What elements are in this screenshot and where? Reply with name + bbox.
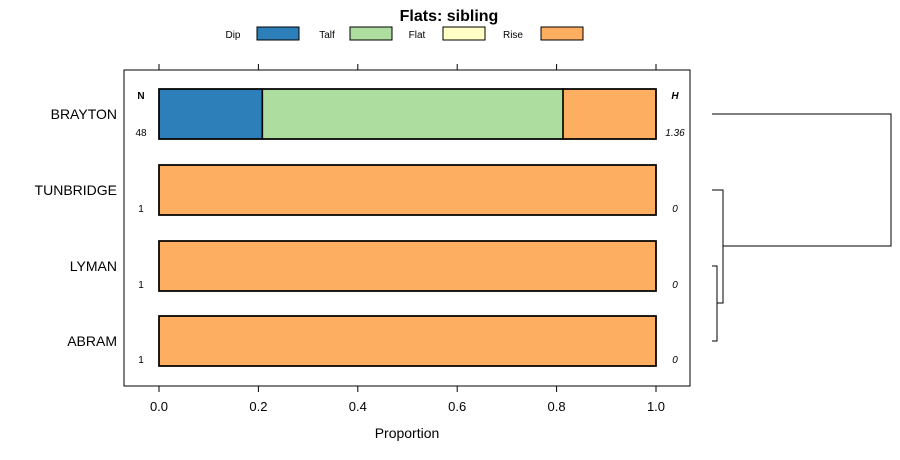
n-value-brayton: 48 <box>135 128 147 139</box>
n-value-lyman: 1 <box>138 280 144 291</box>
x-tick-label: 0.6 <box>448 399 466 414</box>
x-axis: 0.0 0.2 0.4 0.6 0.8 1.0 <box>150 64 665 414</box>
legend-label-flat: Flat <box>409 30 426 41</box>
h-header: H <box>671 91 679 102</box>
bar-segment-tunbridge-rise <box>158 164 657 216</box>
bar-outline-tunbridge <box>158 164 657 216</box>
n-value-abram: 1 <box>138 355 144 366</box>
x-tick-label: 0.8 <box>548 399 566 414</box>
bar-segment-brayton-dip <box>158 88 264 140</box>
plot-frame <box>123 69 691 387</box>
dendrogram <box>712 113 892 342</box>
category-label-abram: ABRAM <box>67 333 117 349</box>
h-value-tunbridge: 0 <box>672 204 678 215</box>
dendrogram-branch-abram-lyman <box>712 265 718 342</box>
category-label-lyman: LYMAN <box>70 258 117 274</box>
n-value-tunbridge: 1 <box>138 204 144 215</box>
x-tick-label: 0.2 <box>249 399 267 414</box>
h-value-lyman: 0 <box>672 280 678 291</box>
bar-segment-brayton-rise <box>562 88 657 140</box>
bar-segment-lyman-rise <box>158 240 657 292</box>
category-label-tunbridge: TUNBRIDGE <box>35 182 117 198</box>
n-header: N <box>137 91 144 102</box>
category-labels: BRAYTON TUNBRIDGE LYMAN ABRAM <box>35 106 117 349</box>
legend-swatch-talf <box>349 26 393 41</box>
bars <box>158 88 657 367</box>
legend-label-talf: Talf <box>319 30 335 41</box>
chart-title: Flats: sibling <box>400 8 499 25</box>
h-value-brayton: 1.36 <box>665 128 685 139</box>
x-axis-label: Proportion <box>375 425 440 441</box>
bar-outline-lyman <box>158 240 657 292</box>
legend-swatch-dip <box>256 26 300 41</box>
legend-label-rise: Rise <box>503 30 523 41</box>
category-label-brayton: BRAYTON <box>51 106 117 122</box>
n-h-annotations: N H 48 1.36 1 0 1 0 1 0 <box>135 91 685 366</box>
legend: Dip Talf Flat Rise <box>225 26 584 41</box>
dendrogram-branch-root <box>712 113 892 247</box>
bar-outline-brayton <box>158 88 657 140</box>
x-tick-label: 0.4 <box>349 399 367 414</box>
legend-swatch-rise <box>540 26 584 41</box>
x-tick-label: 0.0 <box>150 399 168 414</box>
bar-segment-brayton-talf <box>261 88 564 140</box>
legend-label-dip: Dip <box>225 30 240 41</box>
legend-swatch-flat <box>442 26 486 41</box>
h-value-abram: 0 <box>672 355 678 366</box>
bar-outline-abram <box>158 315 657 367</box>
x-tick-label: 1.0 <box>647 399 665 414</box>
bar-segment-abram-rise <box>158 315 657 367</box>
